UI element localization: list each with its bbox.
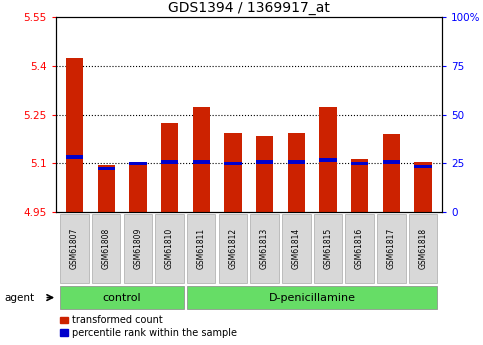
Bar bbox=[129, 162, 147, 165]
Bar bbox=[319, 158, 337, 162]
Bar bbox=[129, 165, 147, 212]
Bar bbox=[256, 136, 273, 212]
Text: GSM61808: GSM61808 bbox=[102, 228, 111, 269]
FancyBboxPatch shape bbox=[219, 214, 247, 283]
Title: GDS1394 / 1369917_at: GDS1394 / 1369917_at bbox=[168, 1, 330, 15]
Bar bbox=[193, 160, 210, 164]
FancyBboxPatch shape bbox=[250, 214, 279, 283]
Text: control: control bbox=[103, 293, 142, 303]
FancyBboxPatch shape bbox=[187, 286, 437, 309]
Bar bbox=[351, 159, 369, 212]
FancyBboxPatch shape bbox=[345, 214, 374, 283]
Bar bbox=[98, 165, 115, 212]
Bar bbox=[414, 165, 432, 168]
Text: GSM61818: GSM61818 bbox=[418, 228, 427, 269]
Text: GSM61807: GSM61807 bbox=[70, 228, 79, 269]
FancyBboxPatch shape bbox=[60, 286, 184, 309]
Text: GSM61817: GSM61817 bbox=[387, 228, 396, 269]
Text: agent: agent bbox=[5, 293, 35, 303]
Bar bbox=[98, 167, 115, 170]
Text: GSM61814: GSM61814 bbox=[292, 228, 301, 269]
FancyBboxPatch shape bbox=[187, 214, 215, 283]
Text: GSM61812: GSM61812 bbox=[228, 228, 238, 269]
Bar bbox=[256, 160, 273, 164]
Legend: transformed count, percentile rank within the sample: transformed count, percentile rank withi… bbox=[60, 315, 237, 338]
Bar bbox=[224, 132, 242, 212]
Bar bbox=[224, 162, 242, 165]
Bar bbox=[287, 160, 305, 164]
Text: GSM61810: GSM61810 bbox=[165, 228, 174, 269]
Bar bbox=[351, 162, 369, 165]
FancyBboxPatch shape bbox=[124, 214, 152, 283]
Bar bbox=[66, 58, 83, 212]
Bar bbox=[66, 155, 83, 159]
FancyBboxPatch shape bbox=[313, 214, 342, 283]
Bar bbox=[414, 162, 432, 212]
Text: GSM61816: GSM61816 bbox=[355, 228, 364, 269]
Bar bbox=[161, 160, 178, 164]
Bar bbox=[383, 160, 400, 164]
Text: GSM61811: GSM61811 bbox=[197, 228, 206, 269]
Text: D-penicillamine: D-penicillamine bbox=[269, 293, 355, 303]
Bar bbox=[193, 107, 210, 212]
Text: GSM61813: GSM61813 bbox=[260, 228, 269, 269]
FancyBboxPatch shape bbox=[377, 214, 406, 283]
FancyBboxPatch shape bbox=[156, 214, 184, 283]
FancyBboxPatch shape bbox=[92, 214, 120, 283]
FancyBboxPatch shape bbox=[60, 214, 89, 283]
Text: GSM61809: GSM61809 bbox=[133, 228, 142, 269]
Bar bbox=[319, 107, 337, 212]
FancyBboxPatch shape bbox=[282, 214, 311, 283]
Bar bbox=[287, 132, 305, 212]
Bar bbox=[383, 134, 400, 212]
Bar bbox=[161, 123, 178, 212]
FancyBboxPatch shape bbox=[409, 214, 437, 283]
Text: GSM61815: GSM61815 bbox=[324, 228, 332, 269]
